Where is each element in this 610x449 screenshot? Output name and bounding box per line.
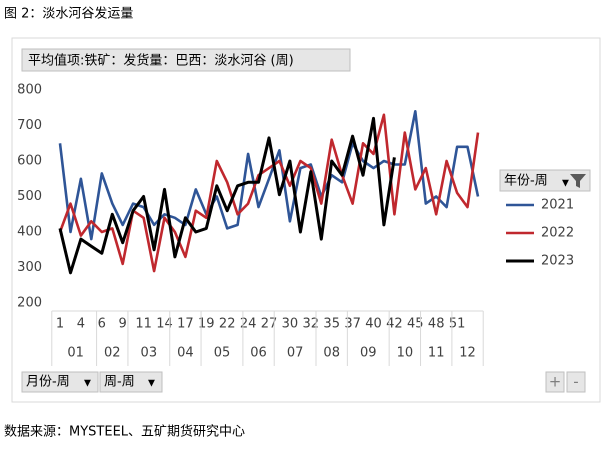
y-tick-label: 500	[17, 189, 42, 204]
x-group-label: 05	[214, 346, 231, 361]
x-tick-label: 1	[56, 317, 64, 332]
legend-title: 年份-周	[504, 174, 548, 189]
legend-label: 2023	[541, 254, 574, 269]
legend-label: 2021	[541, 198, 574, 213]
filter-button[interactable]	[99, 371, 163, 393]
y-tick-label: 400	[17, 225, 42, 240]
series-line	[58, 113, 480, 273]
filter-button-label: 月份-周	[26, 375, 70, 390]
x-group-label: 12	[459, 346, 476, 361]
x-group-label: 03	[141, 346, 158, 361]
x-tick-label: 4	[77, 317, 85, 332]
legend-dropdown-icon: ▼	[562, 179, 569, 189]
collapse-button[interactable]	[566, 371, 586, 393]
x-tick-label: 45	[407, 317, 424, 332]
x-tick-label: 27	[261, 317, 278, 332]
y-tick-label: 200	[17, 296, 42, 311]
x-tick-label: 11	[135, 317, 152, 332]
x-tick-label: 14	[156, 317, 173, 332]
collapse-icon: -	[573, 373, 578, 391]
x-tick-label: 9	[119, 317, 127, 332]
x-group-label: 07	[287, 346, 304, 361]
series-line	[58, 116, 396, 275]
x-tick-label: 35	[323, 317, 340, 332]
x-tick-label: 48	[428, 317, 445, 332]
x-tick-label: 6	[98, 317, 106, 332]
x-tick-label: 30	[282, 317, 299, 332]
x-group-label: 02	[104, 346, 121, 361]
filter-button[interactable]	[21, 371, 99, 393]
x-tick-label: 19	[198, 317, 215, 332]
x-tick-label: 17	[177, 317, 194, 332]
source: 数据来源：MYSTEEL、五矿期货研究中心	[4, 424, 245, 440]
header-button[interactable]	[21, 48, 351, 72]
dropdown-icon: ▼	[148, 379, 155, 389]
x-group-label: 01	[67, 346, 84, 361]
expand-icon: +	[549, 373, 562, 391]
x-tick-label: 51	[449, 317, 466, 332]
x-tick-label: 40	[365, 317, 382, 332]
x-group-label: 09	[360, 346, 377, 361]
y-tick-label: 600	[17, 154, 42, 169]
x-tick-label: 22	[219, 317, 236, 332]
chart-frame	[11, 37, 601, 403]
filter-icon	[570, 174, 586, 188]
x-group-label: 10	[397, 346, 414, 361]
y-tick-label: 700	[17, 118, 42, 133]
x-tick-label: 37	[344, 317, 361, 332]
x-tick-label: 32	[303, 317, 320, 332]
legend-label: 2022	[541, 226, 574, 241]
expand-button[interactable]	[545, 371, 565, 393]
y-tick-label: 800	[17, 83, 42, 98]
caption: 图 2：淡水河谷发运量	[4, 6, 133, 22]
filter-button-label: 周-周	[104, 375, 135, 390]
x-group-label: 06	[250, 346, 267, 361]
x-tick-label: 42	[386, 317, 403, 332]
header-button-label: 平均值项:铁矿：发货量：巴西：淡水河谷 (周)	[28, 53, 294, 69]
x-tick-label: 24	[240, 317, 257, 332]
x-group-label: 04	[177, 346, 194, 361]
y-tick-label: 300	[17, 260, 42, 275]
legend-title-button[interactable]	[499, 169, 591, 192]
x-group-label: 08	[323, 346, 340, 361]
dropdown-icon: ▼	[84, 379, 91, 389]
x-group-label: 11	[428, 346, 445, 361]
